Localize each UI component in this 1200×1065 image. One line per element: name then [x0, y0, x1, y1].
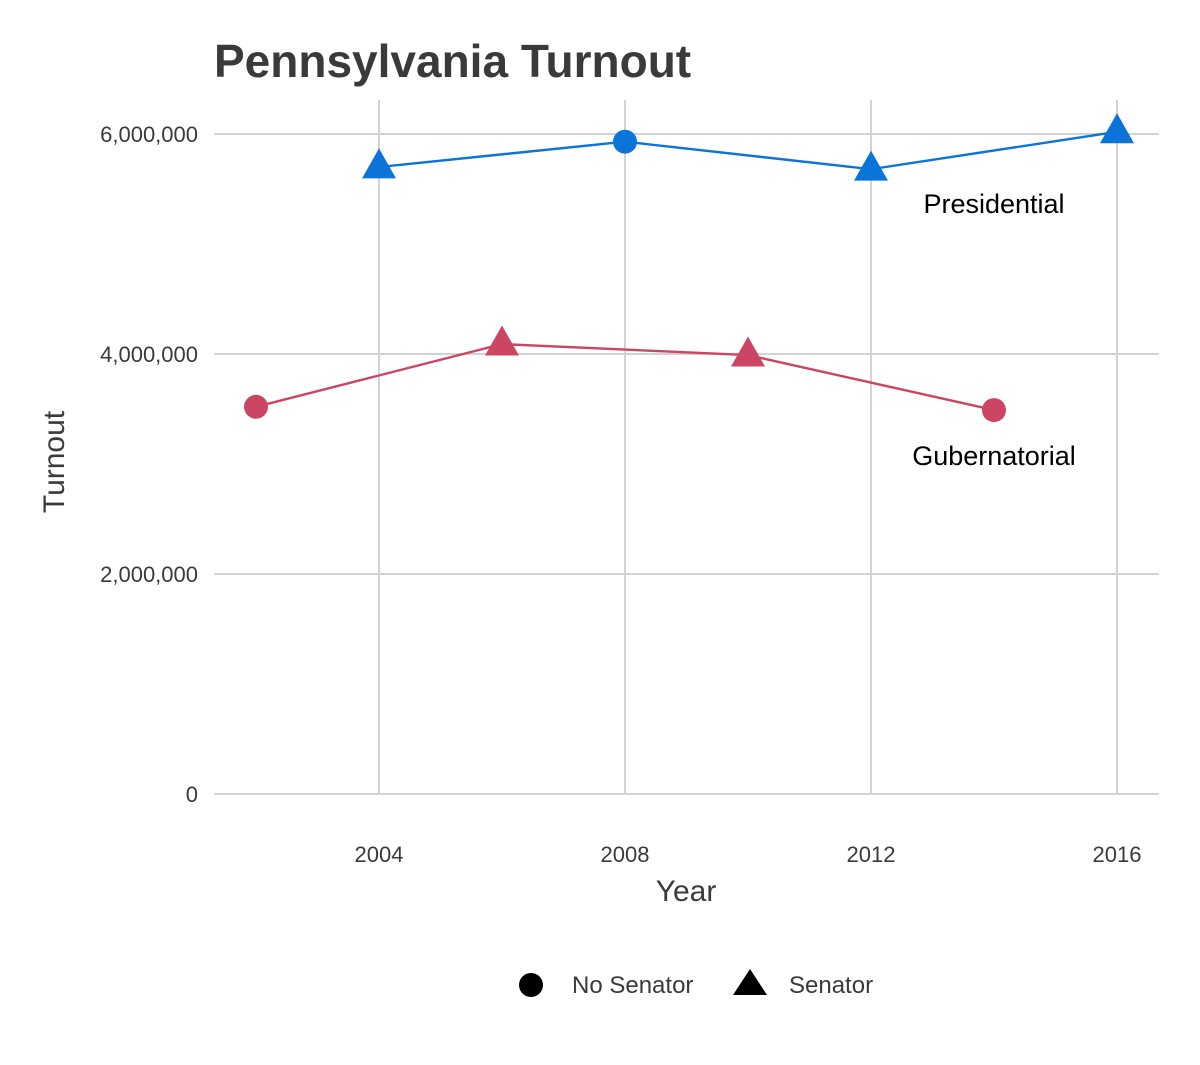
y-tick-label: 6,000,000 [100, 122, 198, 147]
axes: 0 2,000,000 4,000,000 6,000,000 2004 2008 2012… [100, 122, 1141, 867]
legend: No Senator Senator [519, 969, 873, 999]
presidential-point-triangle [362, 148, 396, 179]
presidential-point-triangle [1100, 113, 1134, 144]
legend-circle-icon [519, 973, 543, 997]
y-axis-title: Turnout [38, 410, 71, 513]
series-lines [255, 130, 1118, 412]
presidential-point-triangle [854, 150, 888, 181]
x-tick-label: 2004 [355, 842, 404, 867]
gubernatorial-point-triangle [485, 325, 519, 356]
presidential-series-line [378, 130, 1118, 171]
grid [214, 100, 1159, 795]
legend-label-no-senator: No Senator [572, 972, 693, 999]
presidential-point-circle [613, 129, 637, 154]
y-tick-label: 2,000,000 [100, 562, 198, 587]
data-points [244, 113, 1134, 423]
presidential-series-label: Presidential [923, 189, 1064, 219]
y-tick-label: 0 [186, 782, 198, 807]
x-tick-label: 2008 [601, 842, 650, 867]
gubernatorial-point-triangle [731, 336, 765, 367]
gubernatorial-series-line [255, 342, 995, 412]
legend-label-senator: Senator [789, 972, 873, 999]
x-axis-title: Year [656, 875, 717, 908]
legend-triangle-icon [733, 969, 767, 995]
gubernatorial-point-circle [982, 398, 1006, 423]
y-tick-label: 4,000,000 [100, 342, 198, 367]
x-tick-label: 2016 [1093, 842, 1142, 867]
gubernatorial-point-circle [244, 394, 268, 419]
x-tick-label: 2012 [847, 842, 896, 867]
series-labels: Presidential Gubernatorial [912, 189, 1076, 471]
gubernatorial-series-label: Gubernatorial [912, 441, 1076, 471]
chart-title: Pennsylvania Turnout [214, 35, 691, 87]
